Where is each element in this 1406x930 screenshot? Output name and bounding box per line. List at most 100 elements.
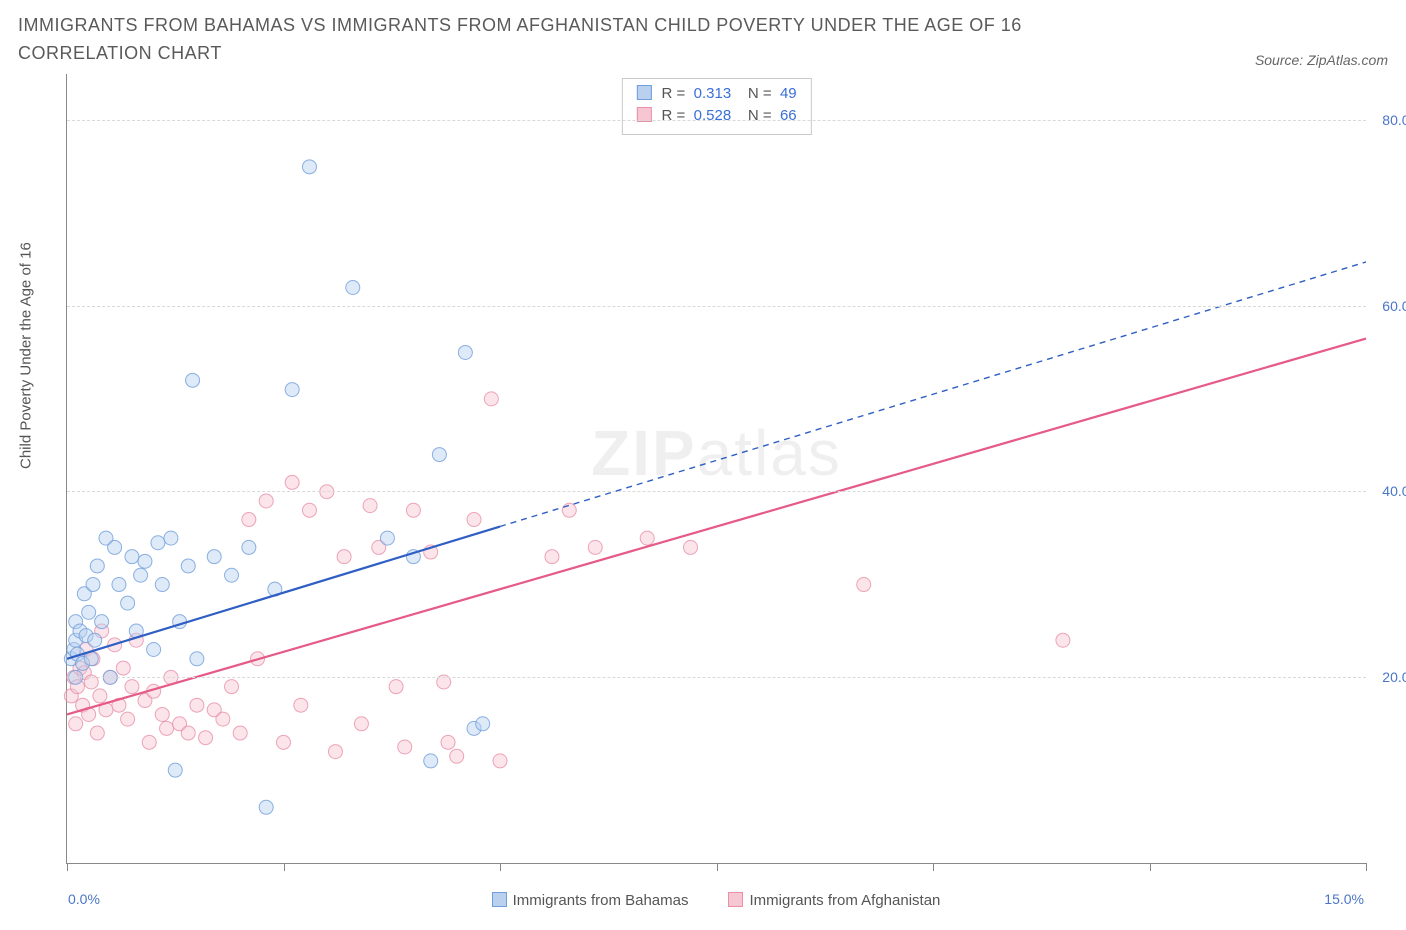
- scatter-point: [337, 549, 351, 563]
- r-label-b: R =: [662, 107, 686, 124]
- scatter-point: [168, 763, 182, 777]
- swatch-b2-icon: [728, 892, 743, 907]
- scatter-point: [69, 717, 83, 731]
- scatter-point: [160, 721, 174, 735]
- scatter-point: [363, 498, 377, 512]
- scatter-point: [155, 707, 169, 721]
- scatter-point: [93, 689, 107, 703]
- scatter-point: [1056, 633, 1070, 647]
- scatter-point: [142, 735, 156, 749]
- n-label-b: N =: [748, 107, 772, 124]
- scatter-point: [199, 730, 213, 744]
- legend-item-a: Immigrants from Bahamas: [492, 892, 689, 909]
- n-value-a: 49: [780, 85, 797, 102]
- scatter-point: [458, 345, 472, 359]
- scatter-point: [406, 503, 420, 517]
- scatter-point: [562, 503, 576, 517]
- stats-row-b: R = 0.528 N = 66: [636, 105, 796, 128]
- scatter-point: [259, 494, 273, 508]
- n-label-a: N =: [748, 85, 772, 102]
- chart-title: IMMIGRANTS FROM BAHAMAS VS IMMIGRANTS FR…: [18, 12, 1118, 68]
- scatter-point: [545, 549, 559, 563]
- legend-label-b: Immigrants from Afghanistan: [749, 892, 940, 909]
- swatch-a2-icon: [492, 892, 507, 907]
- scatter-point: [277, 735, 291, 749]
- source-label: Source: ZipAtlas.com: [1255, 52, 1388, 68]
- scatter-point: [181, 559, 195, 573]
- scatter-point: [134, 568, 148, 582]
- scatter-point: [116, 661, 130, 675]
- x-tick: [284, 863, 285, 871]
- y-tick-label: 60.0%: [1382, 298, 1406, 314]
- scatter-point: [467, 512, 481, 526]
- scatter-point: [121, 596, 135, 610]
- scatter-point: [450, 749, 464, 763]
- scatter-point: [151, 536, 165, 550]
- scatter-point: [259, 800, 273, 814]
- scatter-point: [108, 540, 122, 554]
- x-tick: [500, 863, 501, 871]
- y-tick-label: 20.0%: [1382, 669, 1406, 685]
- scatter-point: [190, 698, 204, 712]
- scatter-point: [190, 652, 204, 666]
- r-value-b: 0.528: [694, 107, 732, 124]
- scatter-point: [164, 531, 178, 545]
- scatter-point: [207, 549, 221, 563]
- scatter-point: [328, 744, 342, 758]
- scatter-point: [484, 392, 498, 406]
- scatter-point: [432, 447, 446, 461]
- scatter-point: [233, 726, 247, 740]
- trend-line: [67, 338, 1366, 714]
- scatter-point: [380, 531, 394, 545]
- scatter-point: [225, 679, 239, 693]
- legend-label-a: Immigrants from Bahamas: [513, 892, 689, 909]
- x-tick: [717, 863, 718, 871]
- scatter-point: [294, 698, 308, 712]
- scatter-point: [684, 540, 698, 554]
- scatter-point: [181, 726, 195, 740]
- r-value-a: 0.313: [694, 85, 732, 102]
- x-tick: [933, 863, 934, 871]
- trend-line: [67, 526, 500, 658]
- scatter-point: [125, 549, 139, 563]
- swatch-a-icon: [636, 85, 651, 100]
- scatter-point: [82, 605, 96, 619]
- r-label-a: R =: [662, 85, 686, 102]
- scatter-point: [90, 559, 104, 573]
- scatter-point: [476, 717, 490, 731]
- plot-area: ZIPatlas R = 0.313 N = 49 R = 0.528 N = …: [66, 74, 1366, 864]
- trend-line: [500, 262, 1366, 527]
- scatter-point: [441, 735, 455, 749]
- scatter-point: [588, 540, 602, 554]
- scatter-point: [225, 568, 239, 582]
- bottom-legend: Immigrants from Bahamas Immigrants from …: [66, 892, 1366, 909]
- scatter-point: [302, 160, 316, 174]
- x-tick: [67, 863, 68, 871]
- gridline-h: [67, 120, 1366, 121]
- scatter-point: [640, 531, 654, 545]
- scatter-point: [857, 577, 871, 591]
- scatter-point: [112, 577, 126, 591]
- n-value-b: 66: [780, 107, 797, 124]
- scatter-point: [125, 679, 139, 693]
- scatter-point: [216, 712, 230, 726]
- scatter-point: [121, 712, 135, 726]
- scatter-point: [346, 280, 360, 294]
- scatter-point: [86, 577, 100, 591]
- scatter-point: [242, 512, 256, 526]
- scatter-point: [147, 642, 161, 656]
- gridline-h: [67, 491, 1366, 492]
- scatter-point: [90, 726, 104, 740]
- scatter-point: [285, 475, 299, 489]
- x-tick: [1150, 863, 1151, 871]
- x-tick: [1366, 863, 1367, 871]
- scatter-point: [398, 740, 412, 754]
- scatter-point: [138, 554, 152, 568]
- scatter-point: [95, 614, 109, 628]
- scatter-point: [302, 503, 316, 517]
- scatter-point: [389, 679, 403, 693]
- stats-row-a: R = 0.313 N = 49: [636, 83, 796, 106]
- scatter-point: [285, 382, 299, 396]
- y-tick-label: 40.0%: [1382, 483, 1406, 499]
- scatter-point: [88, 633, 102, 647]
